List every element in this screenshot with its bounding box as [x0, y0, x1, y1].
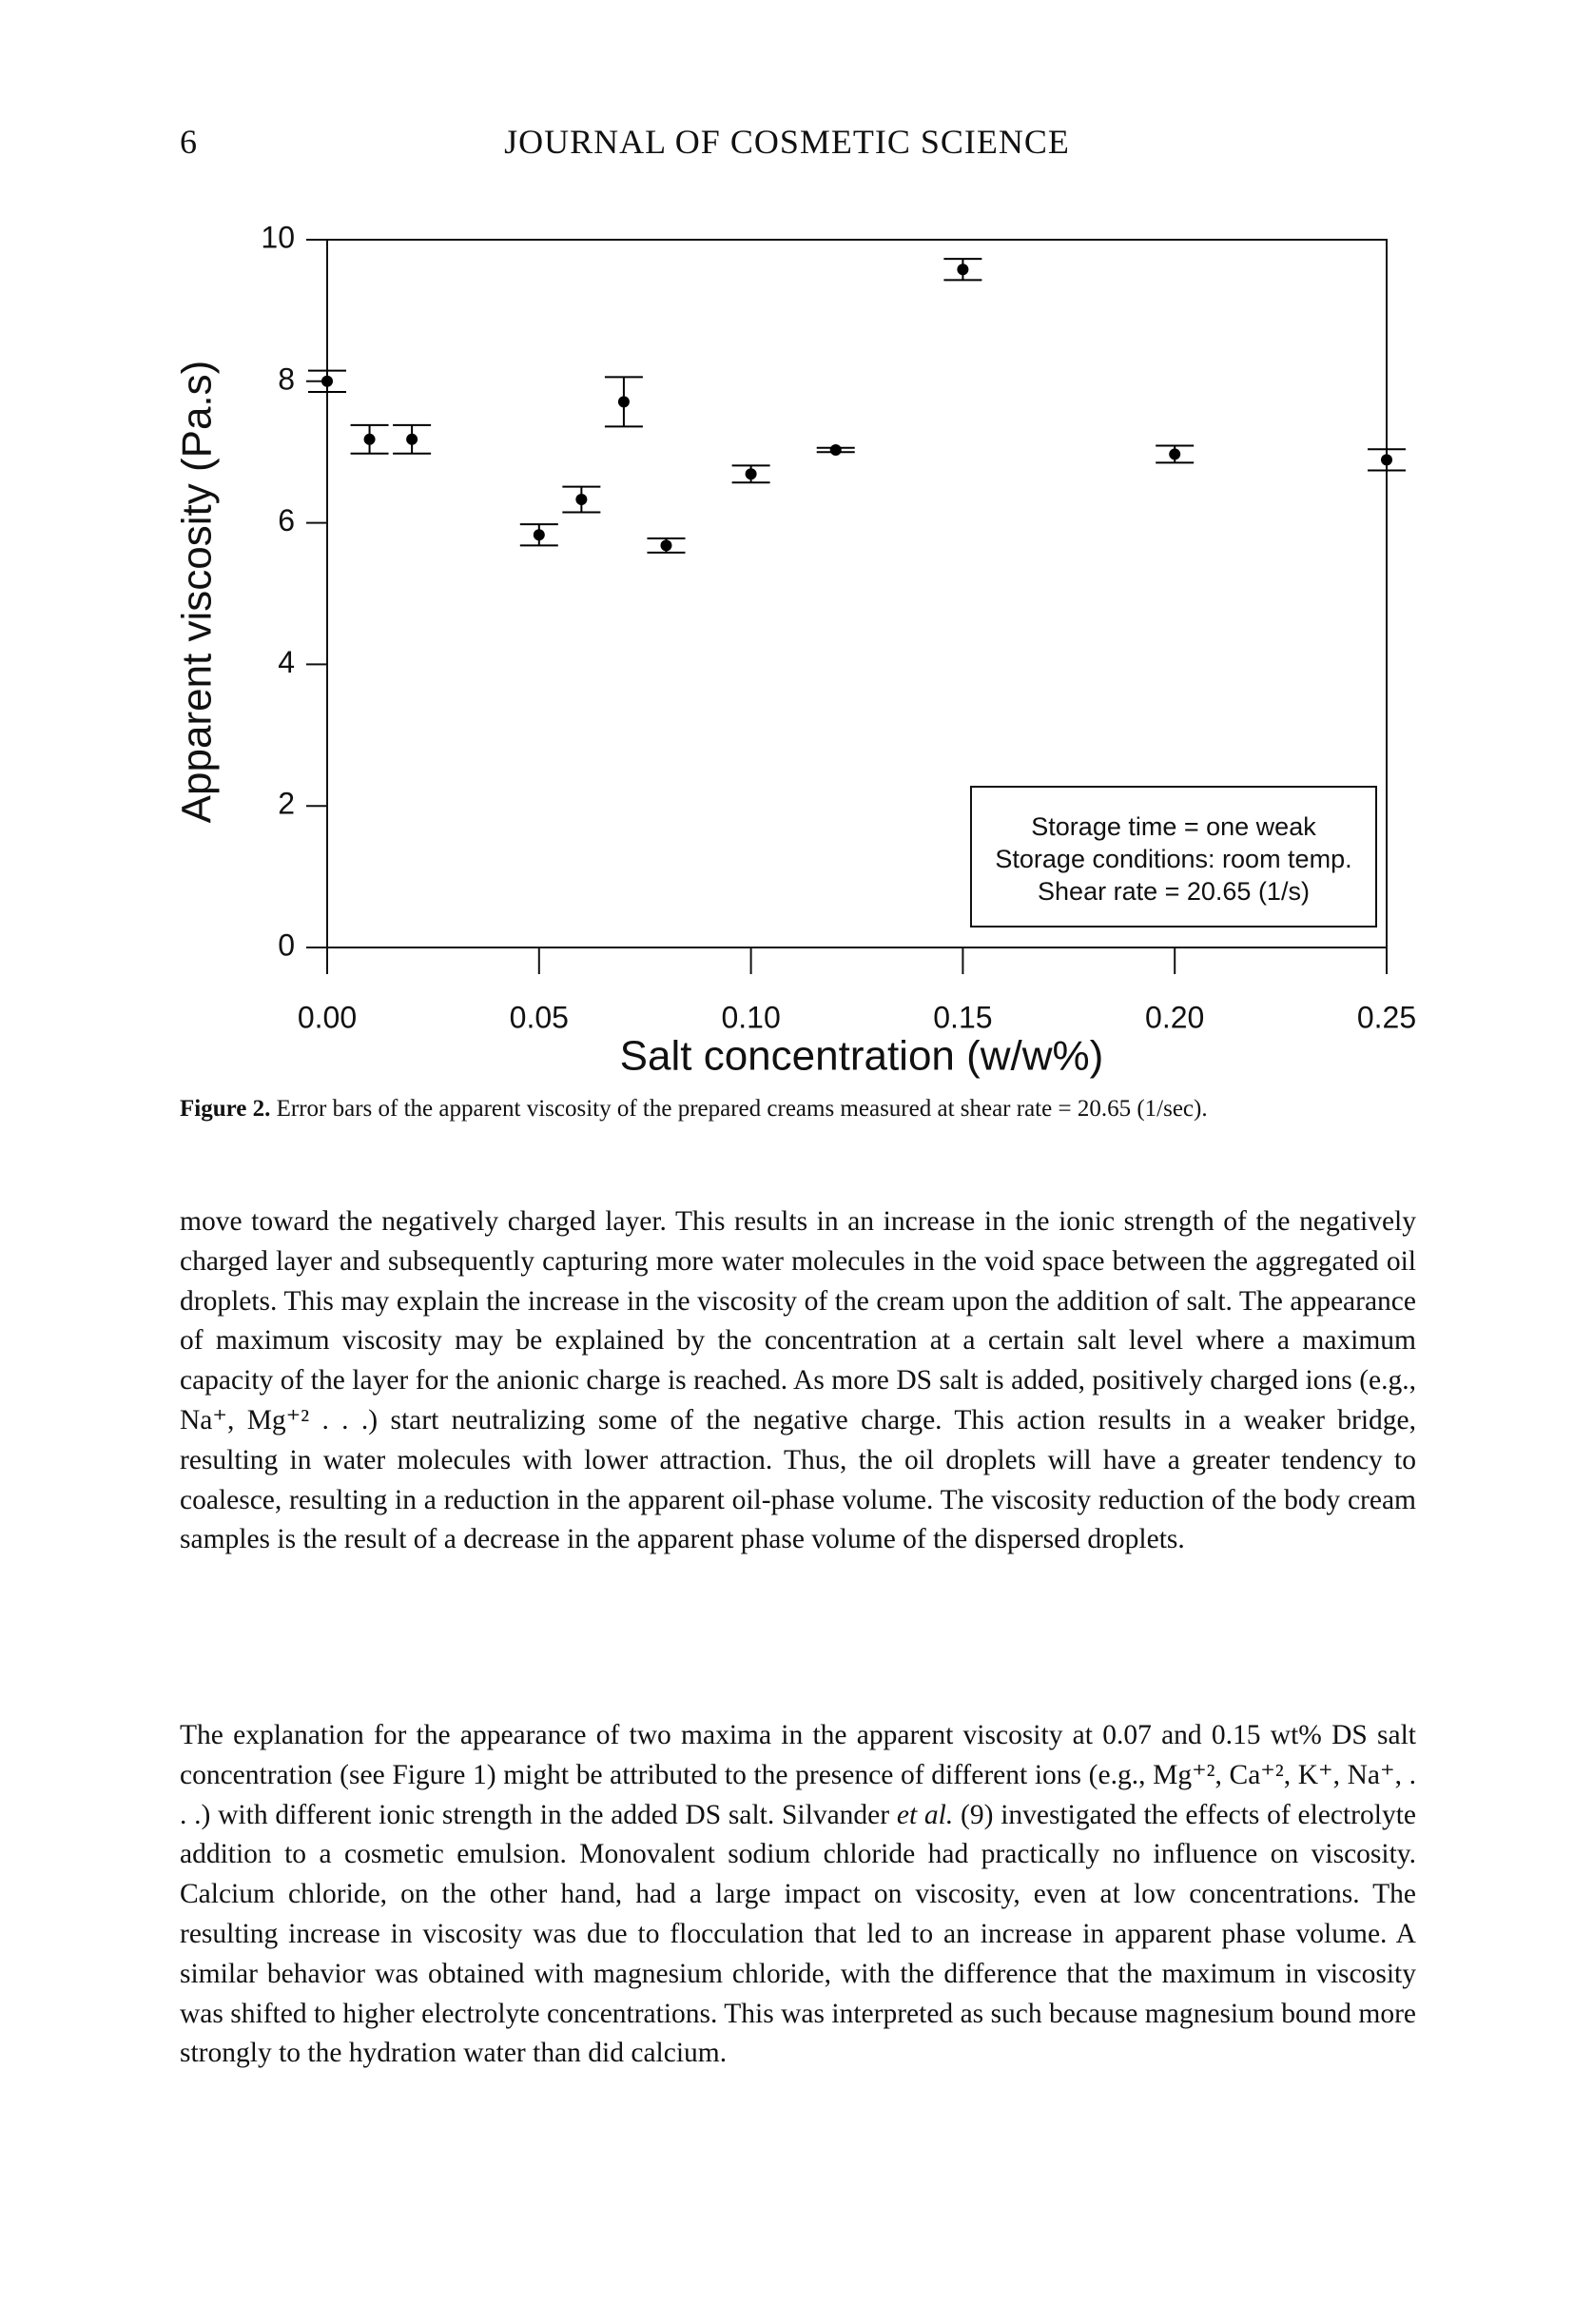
x-tick-label: 0.15	[933, 1000, 992, 1034]
text: move toward the negatively charged layer…	[180, 1206, 1416, 1555]
y-tick-label: 6	[278, 503, 295, 537]
x-axis-label: Salt concentration (w/w%)	[620, 1033, 1104, 1080]
caption-label: Figure 2.	[180, 1096, 271, 1122]
text: The explanation for the appearance of tw…	[180, 1720, 1416, 1830]
data-point	[1381, 454, 1392, 466]
data-point	[575, 494, 588, 506]
chart: 0 2 4 6 8 10 0.00 0.05 0.10 0.15 0.20 0.25 Salt conc…	[174, 220, 1417, 1080]
plot-frame	[326, 239, 1388, 948]
x-tick-label: 0.25	[1357, 1000, 1416, 1034]
data-point	[1169, 448, 1181, 460]
paragraph: The explanation for the appearance of tw…	[180, 1716, 1416, 2074]
y-tick-label: 2	[278, 787, 295, 821]
text: (9) investigated the effects of electrol…	[180, 1799, 1416, 2069]
data-point	[660, 539, 672, 552]
text-italic: et al.	[896, 1799, 954, 1830]
figure-caption: Figure 2. Error bars of the apparent vis…	[180, 1096, 1416, 1123]
x-tick-label: 0.10	[721, 1000, 780, 1034]
page-number: 6	[180, 123, 197, 161]
data-point	[533, 529, 545, 541]
annotation: Storage conditions: room temp.	[995, 845, 1351, 873]
journal-title: JOURNAL OF COSMETIC SCIENCE	[504, 123, 1070, 161]
data-point	[829, 443, 842, 456]
x-tick-label: 0.20	[1145, 1000, 1204, 1034]
y-axis-label: Apparent viscosity (Pa.s)	[174, 361, 221, 824]
y-tick-label: 10	[261, 220, 295, 254]
x-tick-label: 0.05	[510, 1000, 569, 1034]
data-point	[363, 433, 376, 445]
y-tick-label: 8	[278, 361, 295, 396]
y-tick-label: 0	[278, 928, 295, 962]
data-point	[406, 433, 418, 445]
annotation: Shear rate = 20.65 (1/s)	[1038, 877, 1310, 906]
y-tick-label: 4	[278, 645, 295, 679]
x-tick-label: 0.00	[298, 1000, 357, 1034]
caption-text: Error bars of the apparent viscosity of …	[276, 1096, 1208, 1122]
data-point	[957, 264, 969, 276]
data-point	[745, 468, 757, 480]
data-point	[617, 396, 630, 408]
paragraph: move toward the negatively charged layer…	[180, 1202, 1416, 1560]
annotation: Storage time = one weak	[1031, 812, 1316, 841]
annotation-box	[970, 786, 1377, 928]
data-point	[321, 375, 333, 387]
